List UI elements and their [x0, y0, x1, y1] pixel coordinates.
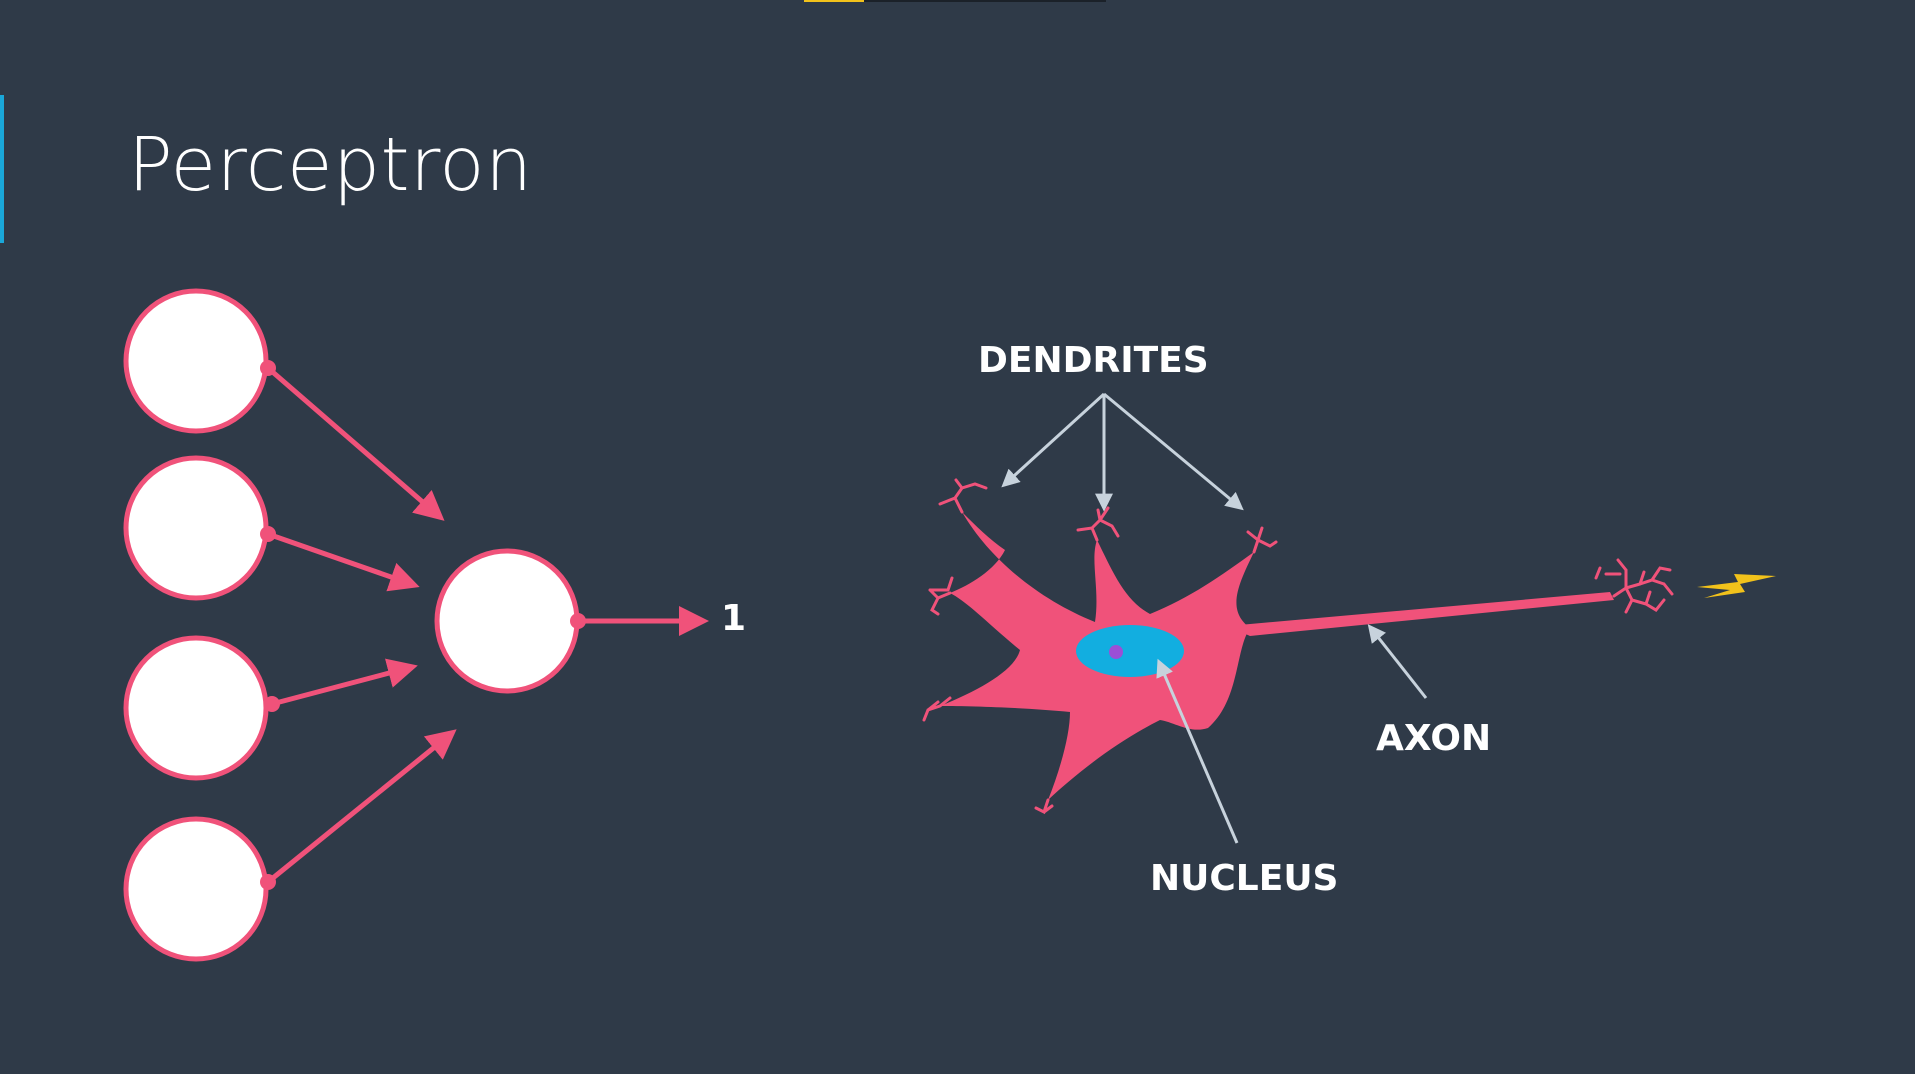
neuron-illustration: [922, 478, 1776, 815]
dendrites-pointer-left: [1001, 392, 1106, 488]
output-node: [434, 548, 580, 694]
input-edge-2: [267, 531, 420, 592]
input-dot-3: [264, 696, 280, 712]
perceptron-diagram: 1: [123, 288, 746, 962]
input-edge-1: [266, 366, 445, 521]
nucleus-pointer: [1156, 658, 1239, 844]
input-node-2: [123, 455, 269, 601]
axon-pointer: [1367, 624, 1428, 699]
input-edge-4: [266, 729, 457, 884]
dendrites-pointer-right: [1103, 392, 1244, 511]
input-node-4: [123, 816, 269, 962]
output-dot: [570, 613, 586, 629]
input-node-1: [123, 288, 269, 434]
lightning-bolt-icon: [1697, 574, 1776, 598]
input-edge-3: [271, 658, 418, 707]
page-title: Perceptron: [128, 122, 533, 208]
input-dot-2: [260, 526, 276, 542]
progress-fill: [804, 0, 865, 2]
label-pointers: [1001, 392, 1428, 844]
axon-label: AXON: [1376, 718, 1491, 759]
dendrites-label: DENDRITES: [978, 340, 1209, 381]
nucleolus: [1109, 645, 1123, 659]
nucleus-label: NUCLEUS: [1150, 858, 1338, 899]
input-node-3: [123, 635, 269, 781]
axon-shape: [1228, 592, 1614, 636]
output-label: 1: [721, 598, 746, 639]
dendrite-twigs: [922, 478, 1674, 815]
accent-bar: [0, 95, 4, 243]
progress-bar: [804, 0, 1106, 2]
nucleus: [1076, 625, 1184, 677]
input-dot-1: [260, 360, 276, 376]
input-dot-4: [260, 874, 276, 890]
